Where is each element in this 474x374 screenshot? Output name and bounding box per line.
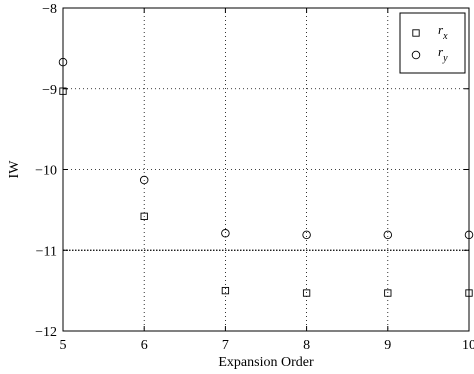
data-point-ry xyxy=(139,175,149,185)
legend-box xyxy=(399,12,466,74)
data-point-ry xyxy=(302,230,311,240)
x-tick-label: 6 xyxy=(141,338,148,353)
data-point-rx xyxy=(221,286,230,295)
y-tick-label: −11 xyxy=(36,244,57,259)
x-tick-label: 10 xyxy=(462,338,474,353)
data-point-ry xyxy=(221,229,230,238)
data-point-rx xyxy=(384,289,392,297)
data-point-ry xyxy=(383,230,393,240)
x-tick-label: 5 xyxy=(60,338,67,353)
legend-marker xyxy=(411,50,421,60)
y-tick-label: −12 xyxy=(35,325,57,340)
legend-marker xyxy=(412,29,420,37)
legend-label: rx xyxy=(438,22,448,42)
plot-area-frame xyxy=(62,7,470,332)
x-tick-label: 8 xyxy=(303,338,310,353)
y-tick-label: −8 xyxy=(42,2,57,17)
x-axis-label: Expansion Order xyxy=(218,355,314,370)
legend-label: ry xyxy=(438,44,448,64)
y-tick-label: −9 xyxy=(42,83,57,98)
x-tick-label: 9 xyxy=(384,338,391,353)
x-tick-labels: 5 6 7 8 9 10 xyxy=(60,338,474,353)
y-tick-labels: −12 −11 −10 −9 −8 xyxy=(35,2,57,340)
data-points xyxy=(58,57,474,297)
y-axis-label: IW xyxy=(7,160,22,179)
x-tick-label: 7 xyxy=(222,338,229,353)
y-tick-label: −10 xyxy=(35,164,57,179)
data-point-rx xyxy=(140,212,148,220)
data-point-rx xyxy=(302,289,311,297)
